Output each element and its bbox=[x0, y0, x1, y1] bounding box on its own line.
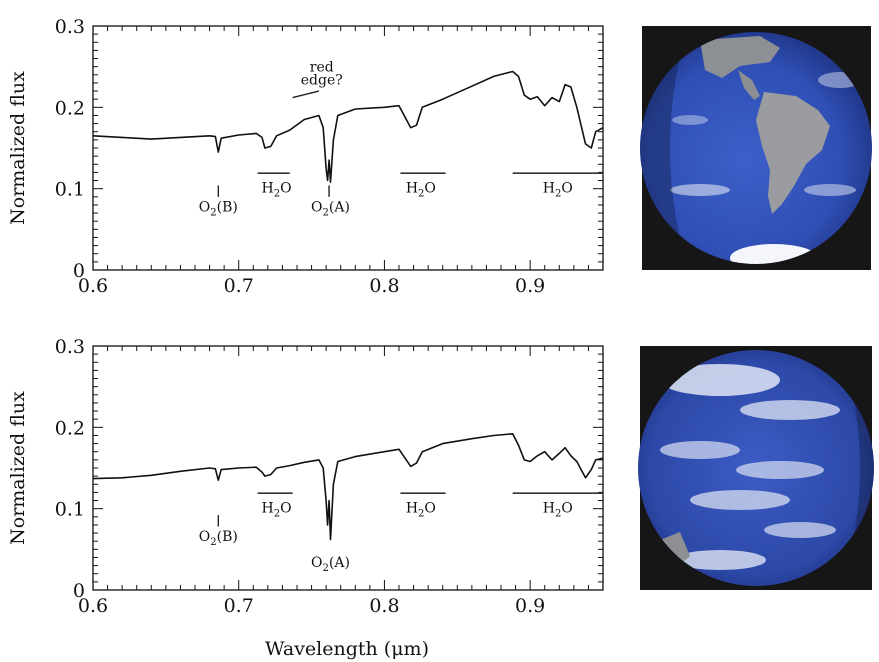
x-tick-label: 0.7 bbox=[224, 595, 254, 617]
annotation-label: O2(A) bbox=[311, 555, 350, 574]
annotation-label: O2(B) bbox=[199, 529, 238, 548]
annotation-label: O2(A) bbox=[311, 199, 350, 218]
y-tick-label: 0.3 bbox=[55, 16, 85, 38]
annotation-label: H2O bbox=[262, 181, 292, 200]
annotation-label: H2O bbox=[406, 181, 436, 200]
y-tick-label: 0.2 bbox=[55, 417, 85, 439]
earth-globe-americas-icon bbox=[640, 20, 872, 276]
annotation-label: H2O bbox=[262, 501, 292, 520]
plot-frame bbox=[93, 26, 603, 270]
y-tick-label: 0 bbox=[73, 260, 85, 282]
y-axis-title: Normalized flux bbox=[7, 71, 29, 225]
x-axis-title: Wavelength (μm) bbox=[265, 638, 429, 660]
earth-globe-pacific-icon bbox=[638, 346, 879, 590]
x-tick-label: 0.9 bbox=[515, 595, 545, 617]
x-tick-label: 0.7 bbox=[224, 275, 254, 297]
annotation-label: H2O bbox=[543, 501, 573, 520]
plot-frame bbox=[93, 346, 603, 590]
y-axis-title: Normalized flux bbox=[7, 391, 29, 545]
x-tick-label: 0.8 bbox=[369, 595, 399, 617]
y-tick-label: 0 bbox=[73, 580, 85, 602]
y-tick-label: 0.2 bbox=[55, 97, 85, 119]
x-tick-label: 0.9 bbox=[515, 275, 545, 297]
y-tick-label: 0.1 bbox=[55, 179, 85, 201]
annotation-label: H2O bbox=[406, 501, 436, 520]
y-tick-label: 0.3 bbox=[55, 336, 85, 358]
red-edge-leader bbox=[293, 91, 319, 98]
annotation-label: H2O bbox=[543, 181, 573, 200]
annotation-label: O2(B) bbox=[199, 199, 238, 218]
x-tick-label: 0.8 bbox=[369, 275, 399, 297]
spectrum-line bbox=[93, 72, 603, 183]
annotation-label: edge? bbox=[301, 73, 343, 89]
y-tick-label: 0.1 bbox=[55, 499, 85, 521]
spectrum-line bbox=[93, 434, 603, 540]
